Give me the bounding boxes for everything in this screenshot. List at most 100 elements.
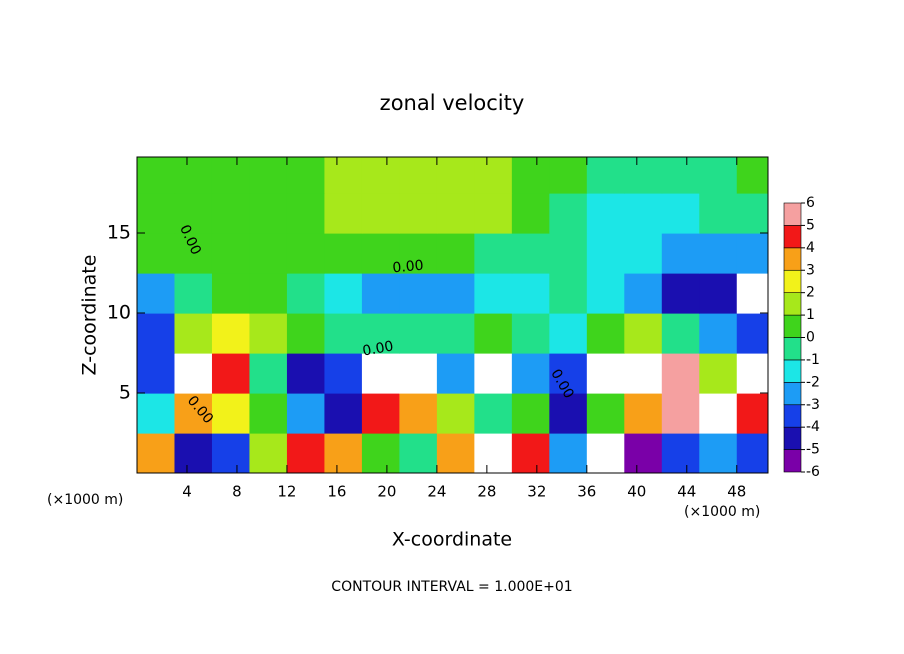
field-cell — [361, 393, 400, 434]
field-cell — [586, 157, 625, 194]
field-cell — [549, 433, 588, 473]
field-cell — [286, 157, 326, 194]
field-cell — [699, 353, 738, 394]
field-cell — [137, 193, 176, 234]
field-cell — [586, 393, 625, 434]
field-cell — [399, 273, 438, 314]
field-cell — [511, 233, 550, 274]
field-cell — [137, 233, 176, 274]
field-cell — [211, 433, 251, 473]
field-cell — [736, 273, 768, 314]
field-cell — [286, 313, 326, 354]
field-cell — [174, 193, 213, 234]
field-cell — [399, 313, 438, 354]
y-tick-label: 5 — [119, 382, 131, 404]
chart-title: zonal velocity — [380, 91, 525, 115]
field-cell — [661, 353, 700, 394]
field-cell — [549, 393, 588, 434]
colorbar-swatch — [783, 292, 802, 316]
field-cell — [249, 273, 288, 314]
field-cell — [474, 313, 513, 354]
colorbar-swatch — [783, 404, 802, 428]
x-tick-label: 20 — [377, 483, 396, 501]
field-cell — [174, 313, 213, 354]
field-cell — [661, 193, 700, 234]
colorbar-swatch — [783, 359, 802, 383]
colorbar-swatch — [783, 449, 802, 473]
field-cell — [137, 393, 176, 434]
field-cell — [549, 193, 588, 234]
field-cell — [699, 393, 738, 434]
field-cell — [249, 157, 288, 194]
footer: CONTOUR INTERVAL = 1.000E+01 — [331, 579, 572, 595]
field-cell — [249, 233, 288, 274]
plot-frame — [136, 156, 769, 474]
field-cell — [399, 353, 438, 394]
colorbar-swatch — [783, 382, 802, 406]
field-cell — [137, 353, 176, 394]
colorbar-tick-label: -6 — [806, 464, 820, 480]
colorbar-swatch — [783, 426, 802, 450]
x-tick-label: 32 — [527, 483, 546, 501]
x-tick-label: 36 — [577, 483, 596, 501]
field-cell — [436, 193, 475, 234]
field-cell — [399, 193, 438, 234]
field-cell — [661, 393, 700, 434]
field-cell — [736, 157, 768, 194]
field-cell — [624, 313, 663, 354]
field-cell — [699, 233, 738, 274]
field-cell — [624, 353, 663, 394]
field-cell — [736, 233, 768, 274]
colorbar-swatch — [783, 337, 802, 361]
field-cell — [399, 433, 438, 473]
field-cell — [174, 233, 213, 274]
x-tick-label: 28 — [477, 483, 496, 501]
field-cell — [699, 157, 738, 194]
x-tick-label: 16 — [327, 483, 346, 501]
field-cell — [324, 157, 363, 194]
field-cell — [586, 313, 625, 354]
field-cell — [211, 273, 251, 314]
x-tick-label: 24 — [427, 483, 446, 501]
field-cell — [624, 157, 663, 194]
field-cell — [286, 193, 326, 234]
colorbar-tick-label: -4 — [806, 419, 820, 435]
field-cell — [436, 393, 475, 434]
field-cell — [399, 393, 438, 434]
field-cell — [624, 433, 663, 473]
field-cell — [736, 393, 768, 434]
field-cell — [549, 273, 588, 314]
field-cell — [436, 433, 475, 473]
field-cell — [586, 193, 625, 234]
x-tick-label: 4 — [182, 483, 192, 501]
field-cell — [137, 157, 176, 194]
field-cell — [324, 193, 363, 234]
colorbar-swatch — [783, 225, 802, 249]
colorbar-tick-label: 5 — [806, 217, 815, 233]
field-cell — [324, 433, 363, 473]
field-cell — [699, 433, 738, 473]
field-cell — [474, 157, 513, 194]
field-cell — [511, 157, 550, 194]
field-cell — [586, 273, 625, 314]
field-cell — [211, 313, 251, 354]
field-cell — [511, 193, 550, 234]
field-cell — [511, 273, 550, 314]
contour-label: 0.00 — [392, 258, 424, 277]
field-cell — [736, 353, 768, 394]
x-tick-label: 8 — [232, 483, 242, 501]
field-cell — [211, 233, 251, 274]
field-cell — [586, 353, 625, 394]
contour-label: 0.00 — [361, 338, 394, 359]
field-cell — [511, 353, 550, 394]
field-cell — [249, 193, 288, 234]
field-cell — [624, 393, 663, 434]
x-axis-label: X-coordinate — [392, 529, 512, 551]
colorbar-tick-label: -3 — [806, 397, 820, 413]
x-tick-label: 12 — [277, 483, 296, 501]
field-cell — [586, 233, 625, 274]
field-cell — [549, 157, 588, 194]
colorbar-swatch — [783, 269, 802, 293]
colorbar-tick-label: 6 — [806, 195, 815, 211]
